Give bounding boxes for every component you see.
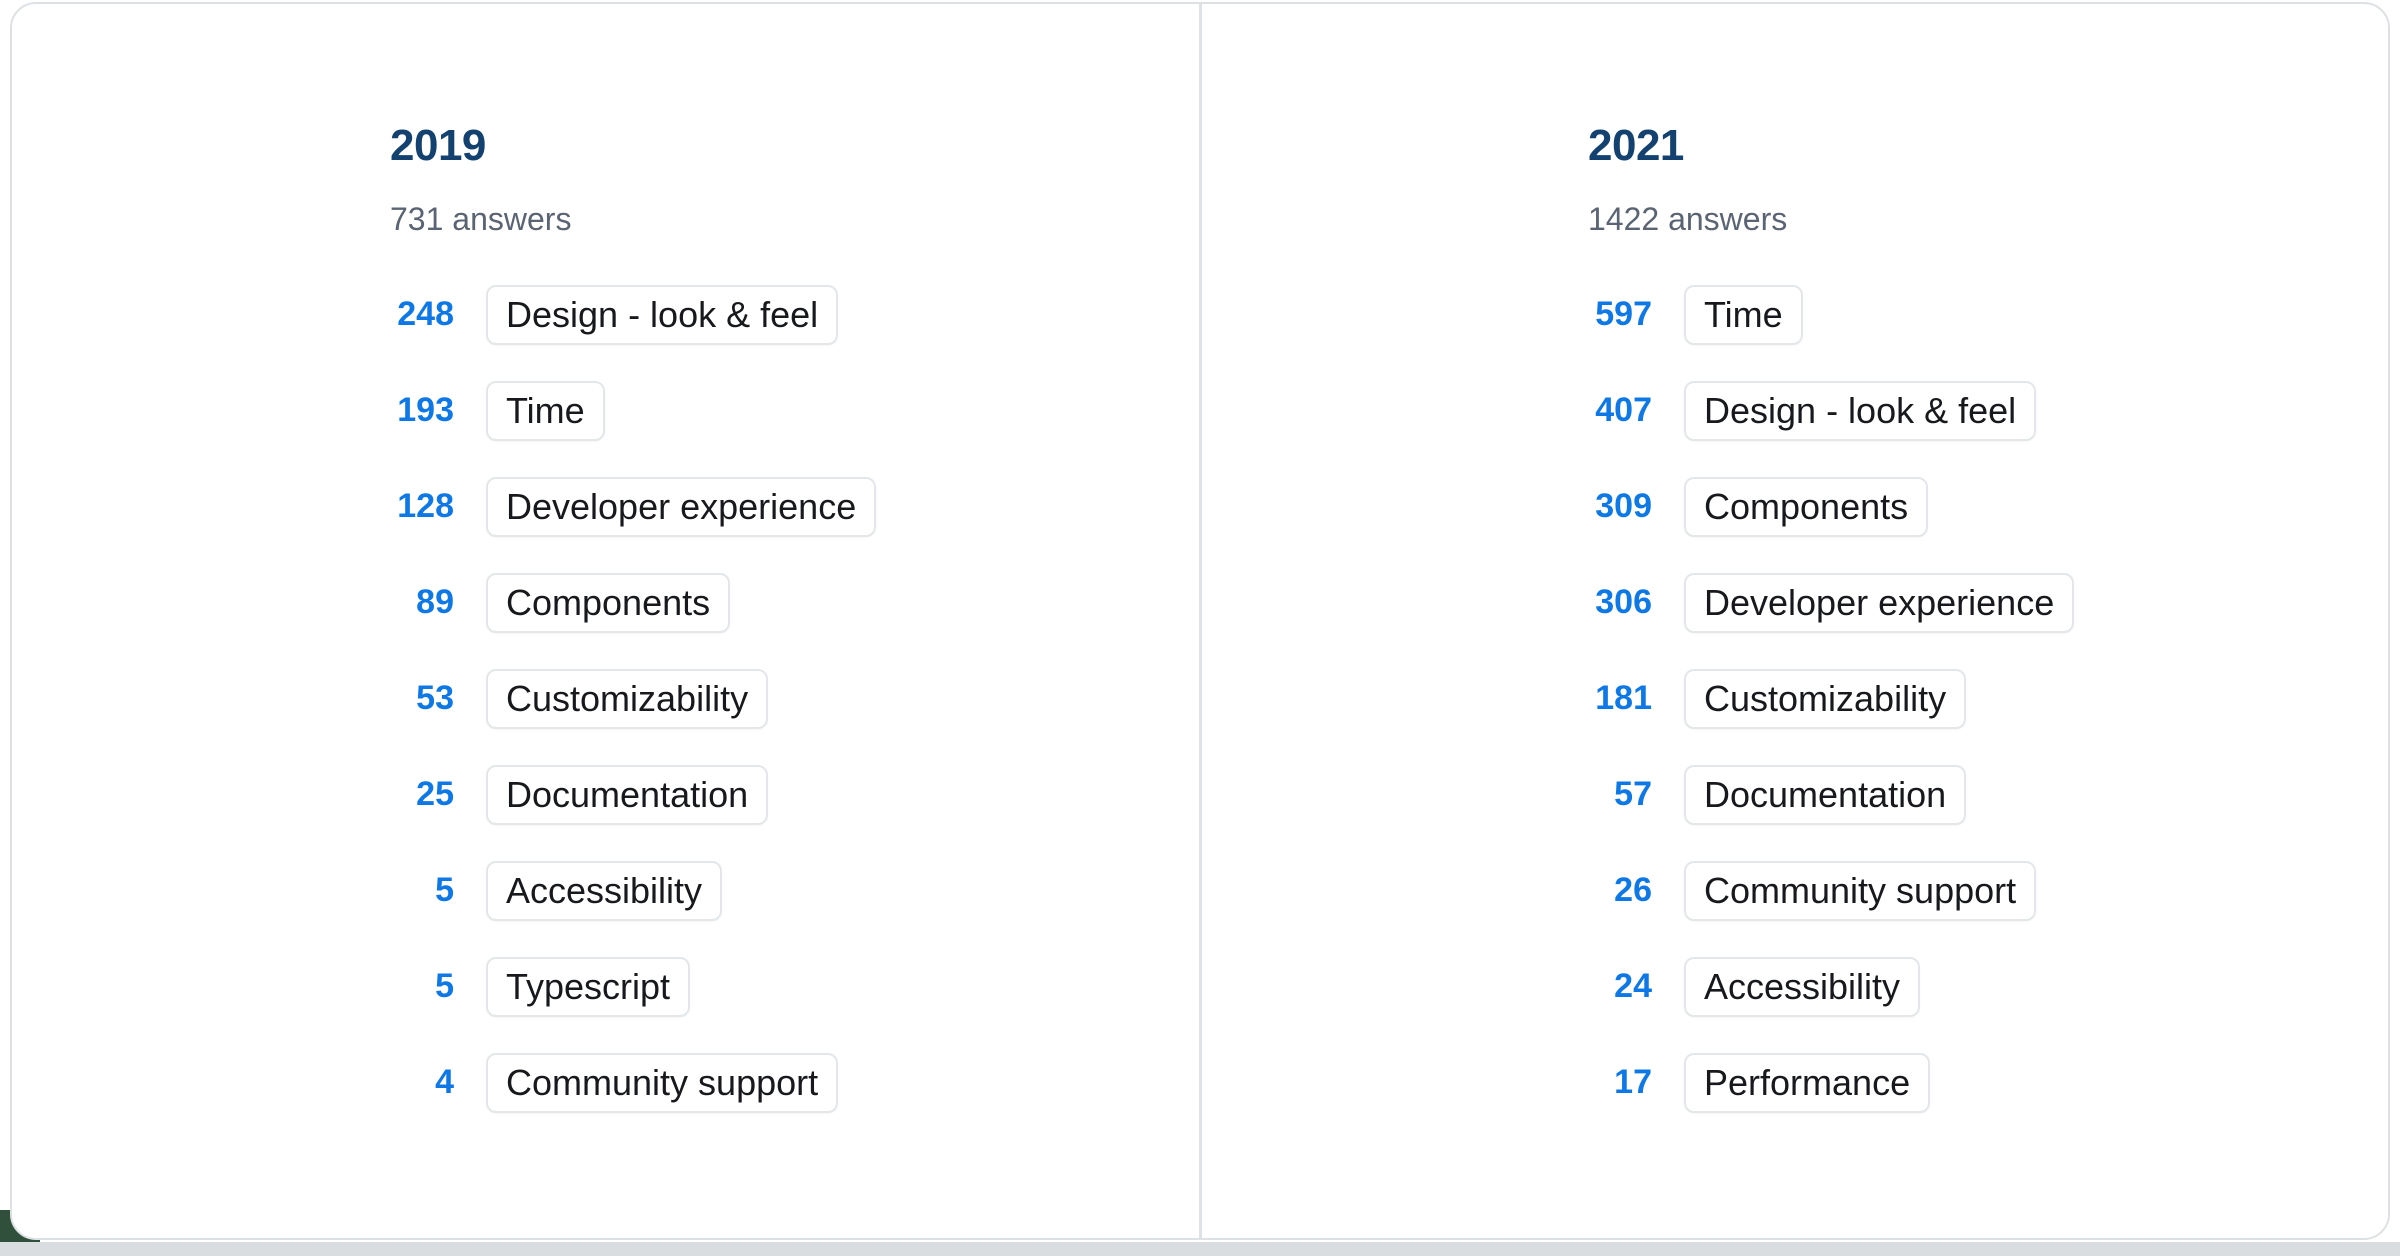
answer-count: 89 — [416, 583, 454, 622]
answer-label-pill: Customizability — [1684, 668, 1967, 729]
answer-row: 309 Components — [1588, 459, 2348, 555]
answer-label-pill: Documentation — [1684, 764, 1967, 825]
answer-label-pill: Documentation — [486, 764, 769, 825]
answer-label-pill: Typescript — [486, 956, 691, 1017]
answer-count: 4 — [435, 1063, 454, 1102]
answer-label-pill: Community support — [1684, 860, 2037, 921]
answers-count: 731 answers — [390, 201, 572, 238]
answer-count: 57 — [1614, 775, 1652, 814]
answer-count: 248 — [397, 295, 454, 334]
answer-count: 26 — [1614, 871, 1652, 910]
answer-count: 17 — [1614, 1063, 1652, 1102]
answer-count: 5 — [435, 967, 454, 1006]
answer-count: 597 — [1595, 295, 1652, 334]
answer-label-pill: Developer experience — [1684, 572, 2075, 633]
answer-label-pill: Design - look & feel — [1684, 380, 2037, 441]
answer-count: 24 — [1614, 967, 1652, 1006]
answer-row: 128 Developer experience — [390, 459, 1150, 555]
survey-results-card: 2019 731 answers 248 Design - look & fee… — [10, 2, 2390, 1240]
column-2019: 2019 731 answers 248 Design - look & fee… — [390, 4, 1150, 1131]
bottom-strip — [0, 1242, 2400, 1256]
answer-row: 181 Customizability — [1588, 651, 2348, 747]
answer-row: 5 Typescript — [390, 939, 1150, 1035]
answer-list: 248 Design - look & feel 193 Time 128 De… — [390, 267, 1150, 1131]
answer-row: 89 Components — [390, 555, 1150, 651]
answer-row: 25 Documentation — [390, 747, 1150, 843]
answer-count: 5 — [435, 871, 454, 910]
answer-count: 407 — [1595, 391, 1652, 430]
answer-label-pill: Accessibility — [486, 860, 723, 921]
answer-label-pill: Developer experience — [486, 476, 877, 537]
answer-row: 407 Design - look & feel — [1588, 363, 2348, 459]
answer-row: 5 Accessibility — [390, 843, 1150, 939]
answer-row: 26 Community support — [1588, 843, 2348, 939]
answers-count: 1422 answers — [1588, 201, 1788, 238]
answer-row: 57 Documentation — [1588, 747, 2348, 843]
answer-label-pill: Customizability — [486, 668, 769, 729]
answer-count: 181 — [1595, 679, 1652, 718]
answer-row: 53 Customizability — [390, 651, 1150, 747]
year-heading: 2019 — [390, 121, 486, 170]
answer-row: 17 Performance — [1588, 1035, 2348, 1131]
answer-label-pill: Time — [486, 380, 605, 441]
answer-row: 4 Community support — [390, 1035, 1150, 1131]
answer-count: 309 — [1595, 487, 1652, 526]
year-heading: 2021 — [1588, 121, 1684, 170]
answer-label-pill: Time — [1684, 284, 1803, 345]
answer-count: 306 — [1595, 583, 1652, 622]
answer-row: 306 Developer experience — [1588, 555, 2348, 651]
answer-row: 24 Accessibility — [1588, 939, 2348, 1035]
answer-count: 53 — [416, 679, 454, 718]
answer-list: 597 Time 407 Design - look & feel 309 Co… — [1588, 267, 2348, 1131]
column-divider — [1199, 4, 1202, 1238]
answer-row: 248 Design - look & feel — [390, 267, 1150, 363]
answer-label-pill: Design - look & feel — [486, 284, 839, 345]
answer-row: 597 Time — [1588, 267, 2348, 363]
answer-label-pill: Components — [1684, 476, 1929, 537]
answer-count: 25 — [416, 775, 454, 814]
answer-label-pill: Accessibility — [1684, 956, 1921, 1017]
answer-count: 128 — [397, 487, 454, 526]
answer-row: 193 Time — [390, 363, 1150, 459]
answer-label-pill: Community support — [486, 1052, 839, 1113]
answer-count: 193 — [397, 391, 454, 430]
answer-label-pill: Performance — [1684, 1052, 1931, 1113]
column-2021: 2021 1422 answers 597 Time 407 Design - … — [1588, 4, 2348, 1131]
answer-label-pill: Components — [486, 572, 731, 633]
